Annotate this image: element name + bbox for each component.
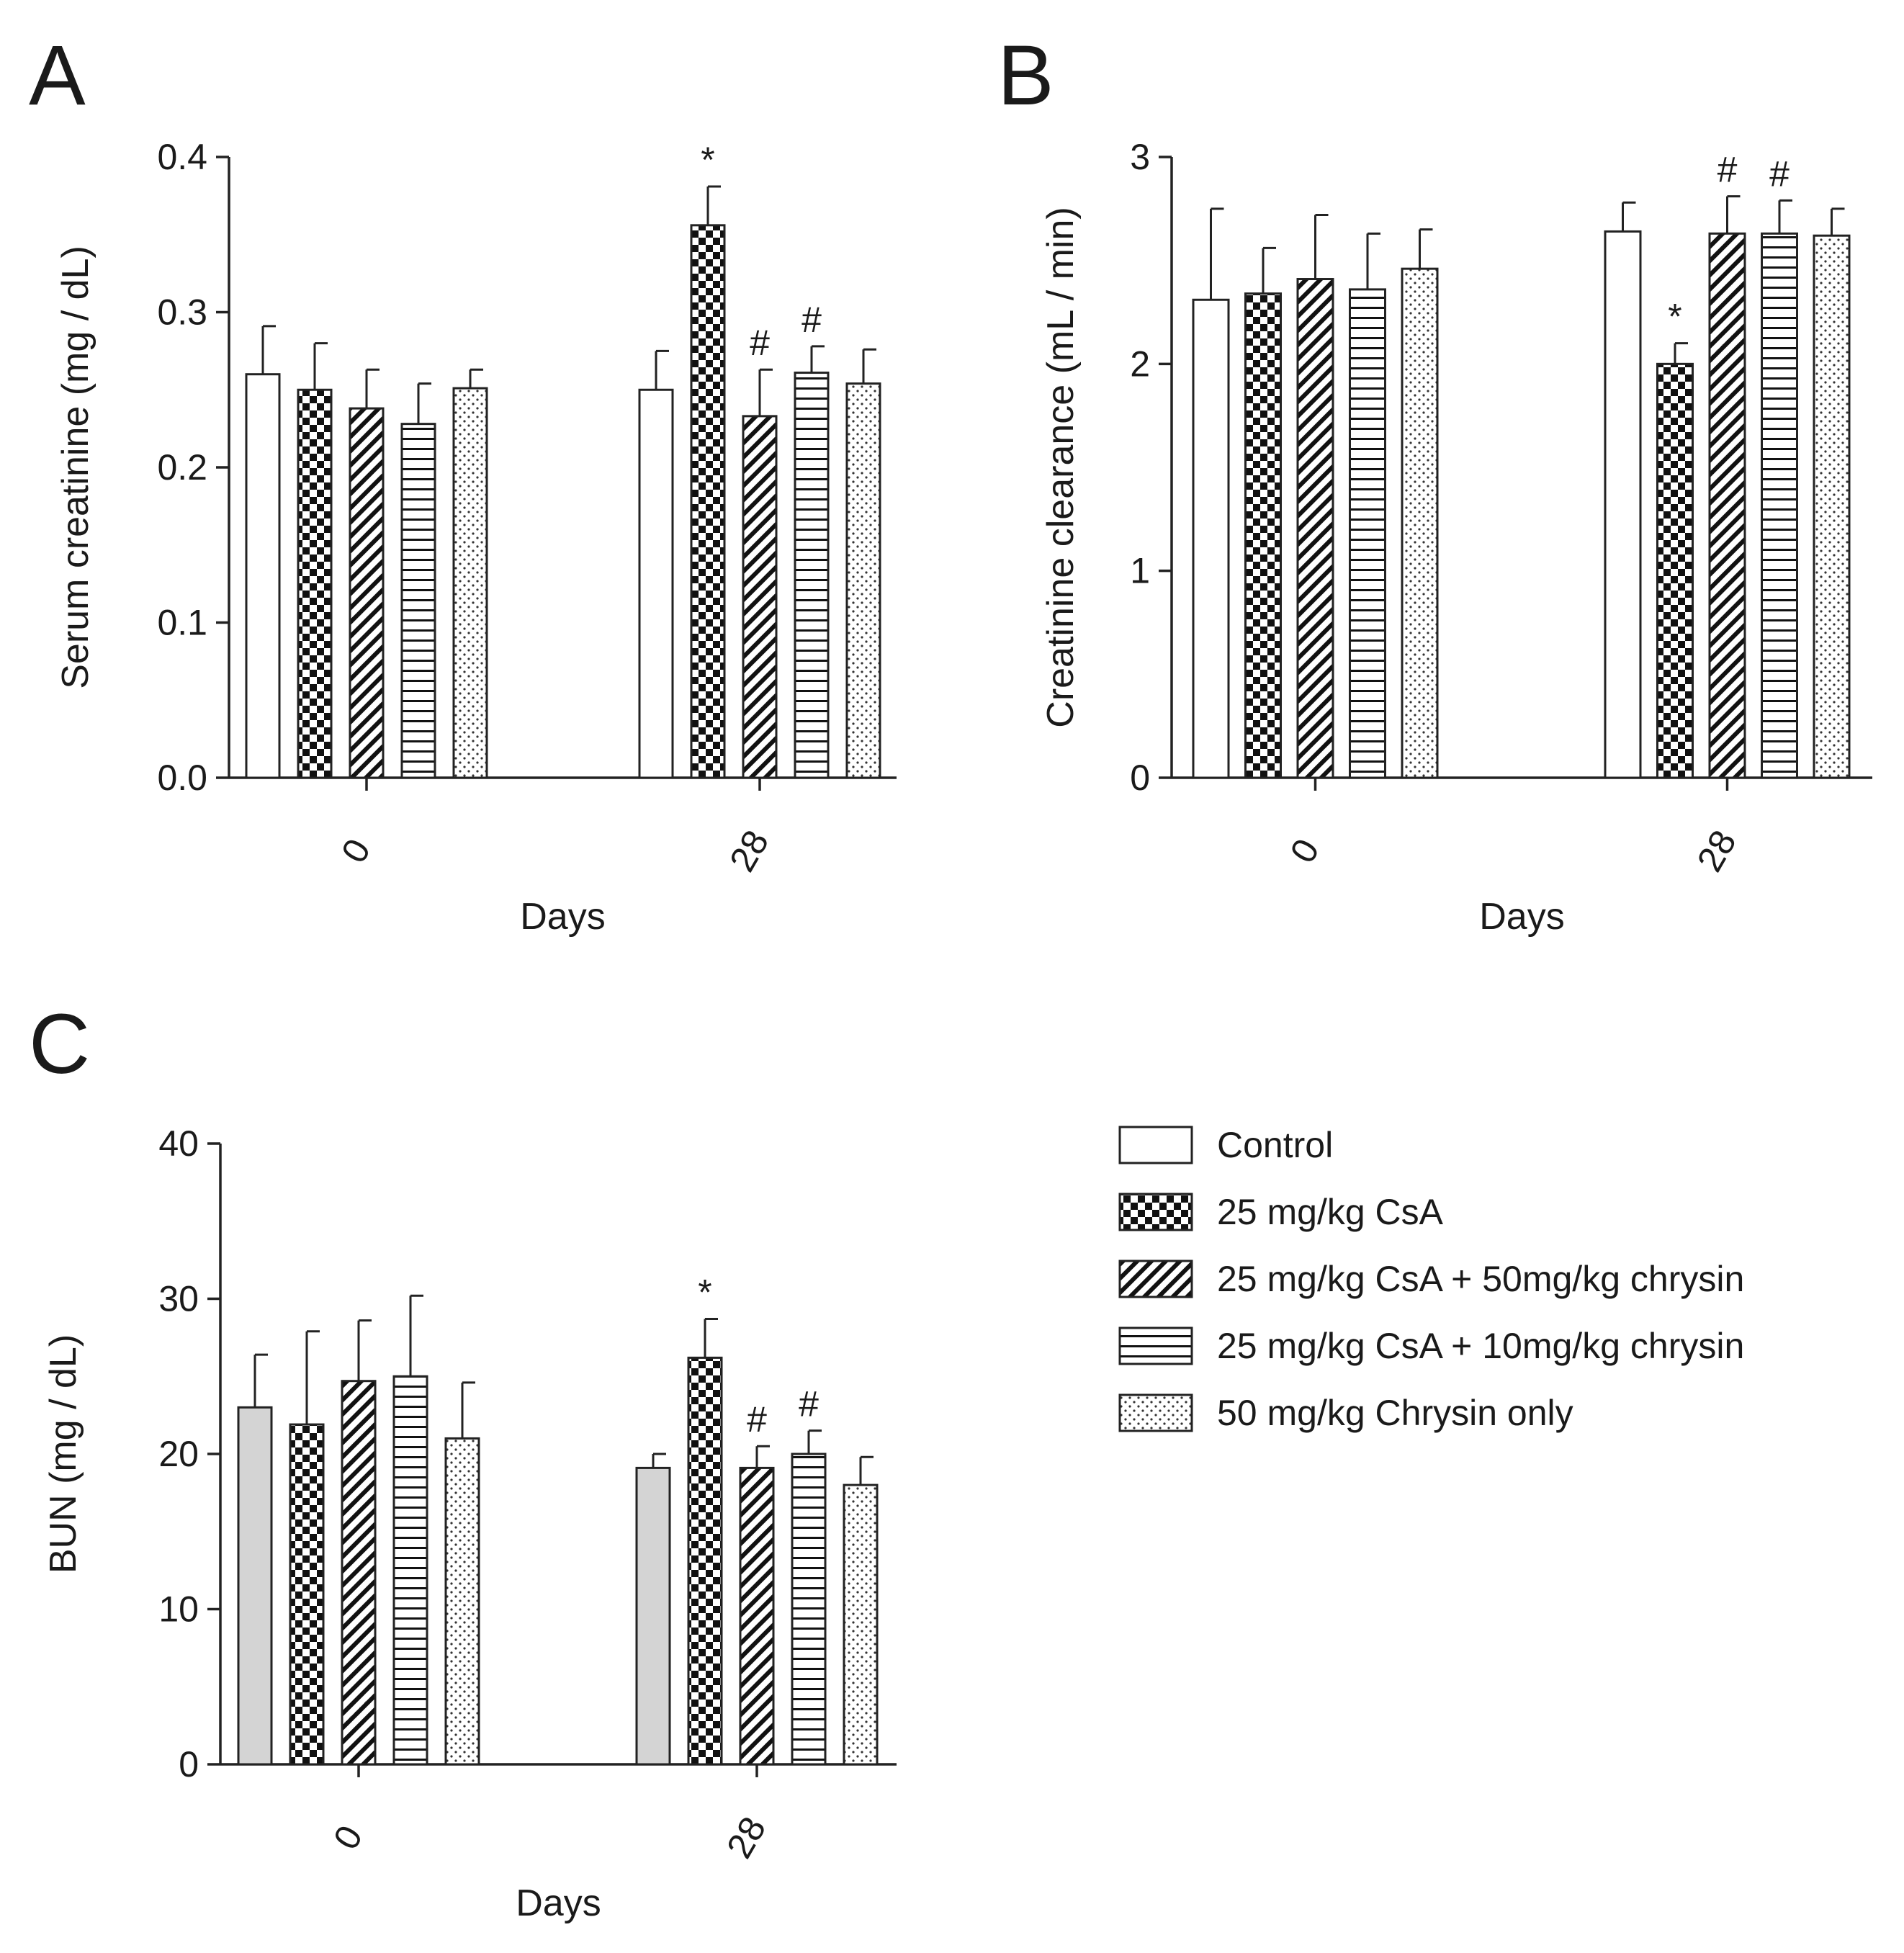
bar-csa-day0 xyxy=(297,388,333,779)
chart-panel-c: 0 10 20 30 40 BUN (mg / dL) 0 * # #28 Days xyxy=(42,1123,897,1924)
significance-marker: # xyxy=(750,323,770,363)
bar-csa-chrysin50-day0 xyxy=(1296,278,1334,779)
legend: Control 25 mg/kg CsA 25 mg/kg CsA + 50mg/k… xyxy=(1118,1125,1744,1433)
legend-swatch-csa-chrysin50 xyxy=(1118,1260,1193,1298)
x-axis-label: Days xyxy=(520,896,605,938)
chart-panel-a: 0.0 0.1 0.2 0.3 0.4 Serum creatinine (mg / dL… xyxy=(55,137,897,938)
bar-control-day0 xyxy=(237,1406,273,1766)
x-tick-label: 28 xyxy=(719,1810,773,1864)
bar-csa-chrysin10-day28 xyxy=(791,1453,827,1766)
legend-label-csa-chrysin50: 25 mg/kg CsA + 50mg/kg chrysin xyxy=(1217,1259,1744,1299)
bar-csa-day28 xyxy=(1656,362,1694,779)
bar-csa-day28 xyxy=(690,224,726,779)
bar-csa-chrysin10-day0 xyxy=(392,1375,428,1766)
y-tick-label: 2 xyxy=(1130,344,1150,384)
significance-marker: # xyxy=(1717,150,1738,190)
bar-control-day0 xyxy=(1192,298,1230,779)
bar-csa-chrysin50-day28 xyxy=(739,1466,775,1766)
x-tick-label: 0 xyxy=(1283,832,1327,869)
y-axis-label: Creatinine clearance (mL / min) xyxy=(1040,207,1082,727)
bar-control-day28 xyxy=(635,1466,671,1766)
legend-swatch-csa xyxy=(1118,1193,1193,1231)
significance-marker: # xyxy=(747,1399,767,1440)
legend-swatch-csa-chrysin10 xyxy=(1118,1326,1193,1365)
significance-marker: * xyxy=(1668,297,1681,337)
x-axis-label: Days xyxy=(516,1882,601,1924)
legend-label-csa-chrysin10: 25 mg/kg CsA + 10mg/kg chrysin xyxy=(1217,1326,1744,1366)
chart-panel-b: 0 1 2 3 Creatinine clearance (mL / min) 0 * # #2… xyxy=(1040,137,1872,938)
significance-marker: # xyxy=(1769,153,1790,194)
bar-csa-chrysin50-day0 xyxy=(341,1380,377,1766)
y-tick-label: 20 xyxy=(158,1434,199,1474)
bar-chrysin-only-day28 xyxy=(1813,234,1851,779)
bar-control-day28 xyxy=(1604,230,1642,779)
x-tick-label: 28 xyxy=(1689,823,1744,878)
y-tick-label: 3 xyxy=(1130,137,1150,177)
x-axis-label: Days xyxy=(1479,896,1564,938)
panel-label-a: A xyxy=(29,28,86,123)
bar-csa-chrysin10-day28 xyxy=(1761,232,1798,779)
y-tick-label: 40 xyxy=(158,1123,199,1164)
bar-csa-chrysin10-day0 xyxy=(1349,288,1386,779)
y-tick-label: 0 xyxy=(1130,758,1150,798)
bar-chrysin-only-day0 xyxy=(444,1437,480,1766)
panel-label-b: B xyxy=(997,28,1054,123)
bar-chrysin-only-day0 xyxy=(452,387,488,779)
bar-csa-day0 xyxy=(1244,292,1282,779)
y-tick-label: 0.2 xyxy=(157,447,207,488)
legend-swatch-chrysin-only xyxy=(1118,1393,1193,1432)
y-tick-label: 0.0 xyxy=(157,758,207,798)
bar-csa-chrysin50-day28 xyxy=(1708,232,1746,779)
y-tick-label: 0.4 xyxy=(157,137,207,177)
bar-csa-chrysin10-day0 xyxy=(400,423,436,779)
legend-label-control: Control xyxy=(1217,1125,1333,1165)
y-tick-label: 10 xyxy=(158,1589,199,1630)
bar-chrysin-only-day28 xyxy=(845,382,881,779)
legend-label-chrysin-only: 50 mg/kg Chrysin only xyxy=(1217,1393,1573,1433)
significance-marker: * xyxy=(698,1272,711,1313)
bar-csa-chrysin10-day28 xyxy=(794,372,830,779)
y-tick-label: 1 xyxy=(1130,551,1150,591)
bar-csa-day28 xyxy=(687,1356,723,1766)
x-tick-label: 0 xyxy=(333,832,378,869)
significance-marker: # xyxy=(799,1384,819,1424)
y-tick-label: 0.3 xyxy=(157,292,207,333)
bar-control-day28 xyxy=(638,388,674,779)
panel-label-c: C xyxy=(29,997,90,1092)
y-tick-label: 0.1 xyxy=(157,603,207,643)
significance-marker: # xyxy=(801,300,822,340)
x-tick-label: 0 xyxy=(325,1818,370,1856)
significance-marker: * xyxy=(701,140,714,180)
bar-csa-day0 xyxy=(289,1423,325,1766)
x-tick-label: 28 xyxy=(722,823,776,878)
legend-label-csa: 25 mg/kg CsA xyxy=(1217,1192,1444,1232)
y-tick-label: 30 xyxy=(158,1279,199,1319)
bar-chrysin-only-day0 xyxy=(1401,267,1439,779)
bar-control-day0 xyxy=(245,373,281,779)
bar-csa-chrysin50-day0 xyxy=(349,407,385,779)
legend-swatch-control xyxy=(1118,1126,1193,1164)
bar-chrysin-only-day28 xyxy=(843,1483,879,1766)
y-axis-label: Serum creatinine (mg / dL) xyxy=(55,246,96,689)
y-axis-label: BUN (mg / dL) xyxy=(42,1334,84,1573)
bar-csa-chrysin50-day28 xyxy=(742,415,778,779)
y-tick-label: 0 xyxy=(179,1744,199,1784)
